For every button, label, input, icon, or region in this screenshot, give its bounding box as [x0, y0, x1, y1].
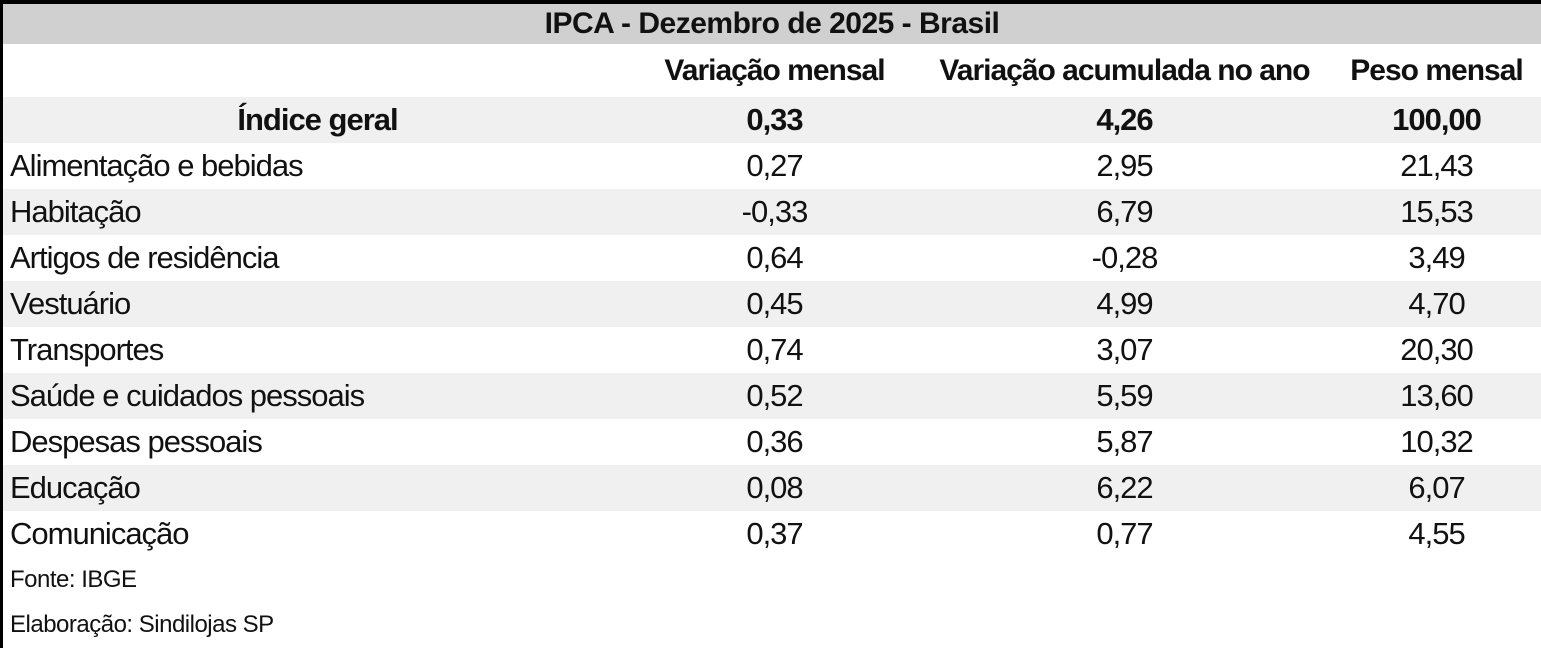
cell-variacao-acumulada: 4,26 — [917, 97, 1332, 143]
column-header-variacao-acumulada: Variação acumulada no ano — [917, 44, 1332, 97]
row-label: Habitação — [3, 189, 632, 235]
table-row-vestuario: Vestuário 0,45 4,99 4,70 — [3, 281, 1541, 327]
row-label: Vestuário — [3, 281, 632, 327]
column-header-empty — [3, 44, 632, 97]
table-row-saude: Saúde e cuidados pessoais 0,52 5,59 13,6… — [3, 373, 1541, 419]
row-label: Transportes — [3, 327, 632, 373]
row-label: Despesas pessoais — [3, 419, 632, 465]
cell-variacao-acumulada: 2,95 — [917, 143, 1332, 189]
cell-variacao-mensal: -0,33 — [632, 189, 917, 235]
row-label: Educação — [3, 465, 632, 511]
cell-variacao-acumulada: 6,22 — [917, 465, 1332, 511]
elaboration-note: Elaboração: Sindilojas SP — [3, 602, 1541, 648]
table-row-artigos-residencia: Artigos de residência 0,64 -0,28 3,49 — [3, 235, 1541, 281]
cell-variacao-acumulada: 3,07 — [917, 327, 1332, 373]
cell-peso-mensal: 15,53 — [1332, 189, 1541, 235]
cell-peso-mensal: 10,32 — [1332, 419, 1541, 465]
cell-variacao-mensal: 0,33 — [632, 97, 917, 143]
cell-peso-mensal: 13,60 — [1332, 373, 1541, 419]
cell-variacao-mensal: 0,64 — [632, 235, 917, 281]
table-row-despesas-pessoais: Despesas pessoais 0,36 5,87 10,32 — [3, 419, 1541, 465]
cell-peso-mensal: 4,55 — [1332, 511, 1541, 557]
cell-peso-mensal: 20,30 — [1332, 327, 1541, 373]
row-label: Alimentação e bebidas — [3, 143, 632, 189]
cell-variacao-acumulada: -0,28 — [917, 235, 1332, 281]
cell-variacao-mensal: 0,08 — [632, 465, 917, 511]
table-row-habitacao: Habitação -0,33 6,79 15,53 — [3, 189, 1541, 235]
cell-variacao-mensal: 0,37 — [632, 511, 917, 557]
cell-variacao-mensal: 0,45 — [632, 281, 917, 327]
table-row-comunicacao: Comunicação 0,37 0,77 4,55 — [3, 511, 1541, 557]
cell-variacao-acumulada: 0,77 — [917, 511, 1332, 557]
cell-variacao-mensal: 0,52 — [632, 373, 917, 419]
cell-variacao-mensal: 0,27 — [632, 143, 917, 189]
table-footnote-elaboration-row: Elaboração: Sindilojas SP — [3, 602, 1541, 648]
source-note: Fonte: IBGE — [3, 557, 1541, 602]
table-row-indice-geral: Índice geral 0,33 4,26 100,00 — [3, 97, 1541, 143]
ipca-data-table: IPCA - Dezembro de 2025 - Brasil Variaçã… — [3, 4, 1541, 648]
cell-peso-mensal: 6,07 — [1332, 465, 1541, 511]
row-label: Comunicação — [3, 511, 632, 557]
column-header-variacao-mensal: Variação mensal — [632, 44, 917, 97]
cell-peso-mensal: 21,43 — [1332, 143, 1541, 189]
table-title-row: IPCA - Dezembro de 2025 - Brasil — [3, 4, 1541, 44]
table-title: IPCA - Dezembro de 2025 - Brasil — [3, 4, 1541, 44]
cell-variacao-acumulada: 5,59 — [917, 373, 1332, 419]
row-label: Índice geral — [3, 97, 632, 143]
cell-variacao-mensal: 0,36 — [632, 419, 917, 465]
table-row-transportes: Transportes 0,74 3,07 20,30 — [3, 327, 1541, 373]
cell-variacao-acumulada: 6,79 — [917, 189, 1332, 235]
table-footnote-source-row: Fonte: IBGE — [3, 557, 1541, 602]
cell-peso-mensal: 3,49 — [1332, 235, 1541, 281]
cell-variacao-acumulada: 5,87 — [917, 419, 1332, 465]
table-header-row: Variação mensal Variação acumulada no an… — [3, 44, 1541, 97]
row-label: Saúde e cuidados pessoais — [3, 373, 632, 419]
cell-peso-mensal: 100,00 — [1332, 97, 1541, 143]
cell-variacao-acumulada: 4,99 — [917, 281, 1332, 327]
table-row-educacao: Educação 0,08 6,22 6,07 — [3, 465, 1541, 511]
column-header-peso-mensal: Peso mensal — [1332, 44, 1541, 97]
cell-variacao-mensal: 0,74 — [632, 327, 917, 373]
cell-peso-mensal: 4,70 — [1332, 281, 1541, 327]
row-label: Artigos de residência — [3, 235, 632, 281]
table-row-alimentacao: Alimentação e bebidas 0,27 2,95 21,43 — [3, 143, 1541, 189]
